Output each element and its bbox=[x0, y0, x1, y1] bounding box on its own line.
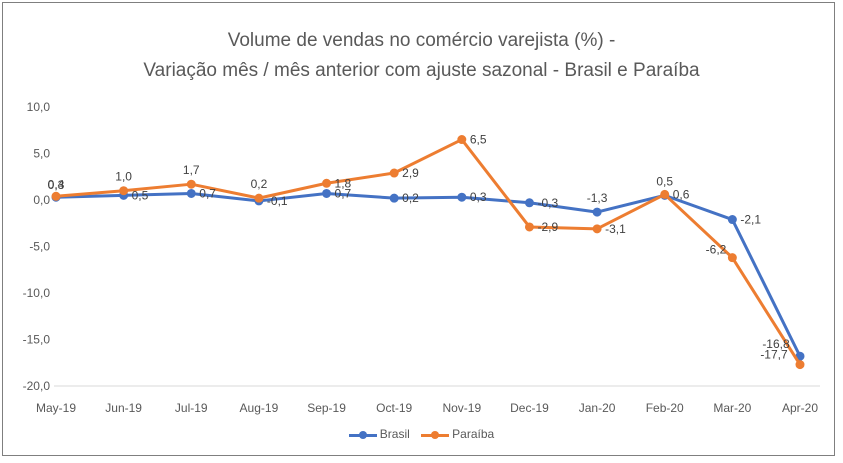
x-tick-label: Dec-19 bbox=[510, 401, 549, 415]
legend-label-brasil: Brasil bbox=[379, 426, 410, 441]
y-tick-label: 10,0 bbox=[27, 100, 51, 114]
legend-marker-brasil bbox=[348, 430, 377, 440]
x-tick-label: Jun-19 bbox=[105, 401, 142, 415]
y-tick-label: 0,0 bbox=[33, 193, 50, 207]
series-line-1 bbox=[55, 138, 802, 366]
data-point bbox=[727, 253, 737, 263]
data-label: 0,3 bbox=[470, 190, 487, 204]
data-point bbox=[186, 179, 196, 189]
data-label: 0,6 bbox=[673, 187, 690, 201]
data-label: -6,2 bbox=[706, 243, 727, 257]
data-point bbox=[592, 207, 602, 217]
data-point bbox=[660, 189, 670, 199]
data-point bbox=[389, 193, 399, 203]
y-tick-label: 5,0 bbox=[33, 147, 50, 161]
data-point bbox=[727, 215, 737, 225]
x-tick-label: Jan-20 bbox=[579, 401, 616, 415]
chart-title: Volume de vendas no comércio varejista (… bbox=[227, 30, 616, 51]
data-label: -16,8 bbox=[762, 337, 790, 351]
data-point bbox=[457, 135, 467, 145]
data-point bbox=[186, 188, 196, 198]
data-point bbox=[51, 191, 61, 201]
data-label: 0,4 bbox=[48, 177, 65, 191]
y-tick-label: -20,0 bbox=[23, 379, 51, 393]
chart-subtitle: Variação mês / mês anterior com ajuste s… bbox=[143, 60, 700, 81]
data-label: 0,7 bbox=[199, 186, 216, 200]
legend: Brasil Paraíba bbox=[0, 426, 843, 441]
y-tick-label: -15,0 bbox=[23, 333, 51, 347]
x-tick-label: Jul-19 bbox=[175, 401, 208, 415]
data-point bbox=[119, 186, 129, 196]
data-label: 6,5 bbox=[470, 133, 487, 147]
legend-marker-paraiba bbox=[421, 430, 450, 440]
data-point bbox=[524, 222, 534, 232]
x-tick-label: May-19 bbox=[36, 401, 76, 415]
data-label: 0,2 bbox=[402, 191, 419, 205]
data-label: -17,7 bbox=[760, 348, 788, 362]
data-label: -3,1 bbox=[605, 222, 626, 236]
x-tick-label: Mar-20 bbox=[713, 401, 751, 415]
data-label: 0,5 bbox=[132, 188, 149, 202]
y-tick-label: -5,0 bbox=[29, 240, 50, 254]
data-label: 0,7 bbox=[335, 186, 352, 200]
x-tick-label: Sep-19 bbox=[307, 401, 346, 415]
x-tick-label: Aug-19 bbox=[240, 401, 279, 415]
data-label: -1,3 bbox=[587, 191, 608, 205]
data-label: 1,7 bbox=[183, 163, 200, 177]
data-label: -0,3 bbox=[537, 196, 558, 210]
data-label: 0,3 bbox=[48, 178, 65, 192]
y-tick-label: -10,0 bbox=[23, 286, 51, 300]
data-label: 1,8 bbox=[335, 176, 352, 190]
data-label: -0,1 bbox=[267, 194, 288, 208]
x-tick-label: Apr-20 bbox=[782, 401, 818, 415]
chart-frame bbox=[2, 2, 835, 456]
x-tick-label: Oct-19 bbox=[376, 401, 412, 415]
data-point bbox=[457, 192, 467, 202]
x-tick-label: Nov-19 bbox=[442, 401, 481, 415]
data-label: 2,9 bbox=[402, 166, 419, 180]
legend-label-paraiba: Paraíba bbox=[452, 426, 495, 441]
series-line-0 bbox=[55, 191, 802, 357]
data-point bbox=[322, 178, 332, 188]
data-point bbox=[795, 360, 805, 370]
data-point bbox=[254, 193, 264, 203]
data-label: 1,0 bbox=[115, 170, 132, 184]
legend-item-brasil[interactable]: Brasil bbox=[348, 426, 410, 441]
data-point bbox=[524, 198, 534, 208]
data-point bbox=[592, 224, 602, 234]
data-label: 0,5 bbox=[656, 174, 673, 188]
data-label: -2,1 bbox=[740, 213, 761, 227]
data-label: -2,9 bbox=[537, 220, 558, 234]
data-label: 0,2 bbox=[251, 177, 268, 191]
x-tick-label: Feb-20 bbox=[646, 401, 684, 415]
data-point bbox=[322, 188, 332, 198]
legend-item-paraiba[interactable]: Paraíba bbox=[421, 427, 494, 441]
data-point bbox=[389, 168, 399, 178]
